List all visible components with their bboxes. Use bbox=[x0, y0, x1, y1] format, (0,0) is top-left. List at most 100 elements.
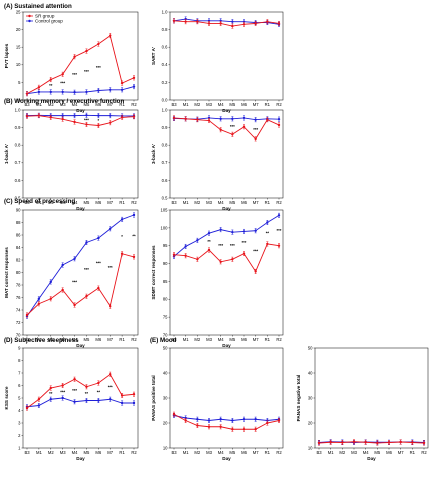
data-point-sr bbox=[132, 76, 136, 80]
data-point-sr bbox=[132, 255, 136, 259]
y-tick-label: 85 bbox=[163, 279, 168, 284]
significance-label: *** bbox=[72, 388, 77, 393]
data-point-sr bbox=[207, 119, 211, 122]
series-line-control bbox=[173, 214, 280, 257]
x-tick-label: M2 bbox=[48, 450, 54, 455]
y-tick-label: 0.9 bbox=[15, 125, 21, 130]
data-point-sr bbox=[97, 381, 100, 385]
x-tick-label: M4 bbox=[72, 102, 78, 107]
x-tick-label: M3 bbox=[60, 450, 66, 455]
y-tick-label: 40 bbox=[163, 370, 168, 375]
data-point-sr bbox=[49, 386, 52, 390]
data-point-sr bbox=[376, 441, 379, 445]
data-point-control bbox=[73, 114, 76, 117]
x-tick-label: B3 bbox=[171, 102, 177, 107]
x-tick-label: M1 bbox=[328, 450, 334, 455]
data-point-control bbox=[85, 114, 88, 117]
x-tick-label: M1 bbox=[36, 337, 42, 342]
x-tick-label: R2 bbox=[131, 450, 137, 455]
y-tick-label: 9 bbox=[18, 345, 21, 350]
y-tick-label: 30 bbox=[308, 395, 313, 400]
data-point-sr bbox=[196, 424, 199, 427]
data-point-sr bbox=[97, 42, 100, 46]
data-point-control bbox=[85, 90, 88, 94]
x-tick-label: M6 bbox=[386, 450, 392, 455]
x-tick-label: M3 bbox=[206, 450, 212, 455]
data-point-control bbox=[207, 232, 211, 235]
x-tick-label: R2 bbox=[131, 102, 137, 107]
x-tick-label: M7 bbox=[107, 337, 113, 342]
y-tick-label: 0.8 bbox=[162, 27, 168, 32]
data-point-sr bbox=[196, 118, 199, 121]
y-tick-label: 76 bbox=[16, 295, 21, 300]
section-title-e: (E) Mood bbox=[150, 337, 177, 344]
data-point-sr bbox=[109, 305, 112, 308]
data-point-sr bbox=[97, 286, 100, 290]
y-tick-label: 95 bbox=[163, 243, 168, 248]
series-line-control bbox=[26, 114, 134, 117]
x-tick-label: M6 bbox=[95, 450, 101, 455]
data-point-sr bbox=[277, 123, 281, 127]
data-point-sr bbox=[207, 425, 211, 428]
y-tick-label: 0.5 bbox=[15, 195, 21, 200]
section-title-a: (A) Sustained attention bbox=[4, 3, 72, 10]
plot-frame bbox=[22, 209, 139, 336]
y-tick-label: 20 bbox=[163, 420, 168, 425]
data-point-control bbox=[242, 116, 246, 120]
y-tick-label: 90 bbox=[16, 207, 21, 212]
data-point-sr bbox=[266, 118, 269, 121]
data-point-control bbox=[37, 404, 41, 407]
significance-label: *** bbox=[60, 389, 65, 394]
x-tick-label: M3 bbox=[206, 102, 212, 107]
chart-sdmt: 70 75 80 85 90 95 100 105 B3 M1 M2 M3 M4 M5 M6 M7 R1 R2 Da… bbox=[151, 207, 284, 348]
y-axis-label: KSS score bbox=[4, 386, 9, 409]
data-point-control bbox=[132, 213, 136, 217]
data-point-sr bbox=[172, 413, 176, 416]
y-tick-label: 82 bbox=[16, 257, 21, 262]
series-line-sr bbox=[26, 34, 135, 95]
data-point-control bbox=[49, 398, 52, 401]
x-tick-label: B3 bbox=[171, 337, 177, 342]
x-axis-label: Day bbox=[76, 108, 85, 113]
significance-label: *** bbox=[230, 124, 235, 129]
x-tick-label: M6 bbox=[95, 200, 101, 205]
x-tick-label: M2 bbox=[339, 450, 345, 455]
x-tick-label: M6 bbox=[241, 200, 247, 205]
data-point-control bbox=[73, 91, 76, 94]
x-tick-label: M6 bbox=[95, 102, 101, 107]
x-tick-label: B3 bbox=[24, 200, 30, 205]
x-tick-label: B3 bbox=[24, 450, 30, 455]
y-tick-label: 78 bbox=[16, 282, 21, 287]
y-tick-label: 5 bbox=[18, 395, 21, 400]
x-tick-label: M2 bbox=[48, 200, 54, 205]
data-point-sr bbox=[132, 115, 136, 118]
data-point-sr bbox=[184, 20, 187, 23]
data-point-control bbox=[37, 90, 41, 94]
x-axis-label: Day bbox=[222, 108, 231, 113]
y-tick-label: 7 bbox=[18, 370, 21, 375]
data-point-sr bbox=[242, 428, 246, 431]
x-tick-label: M2 bbox=[194, 102, 200, 107]
x-tick-label: B3 bbox=[171, 450, 177, 455]
data-point-control bbox=[242, 418, 246, 421]
data-point-control bbox=[231, 20, 234, 23]
data-point-sr bbox=[97, 124, 100, 127]
data-point-sr bbox=[184, 419, 187, 422]
x-tick-label: M1 bbox=[36, 450, 42, 455]
y-tick-label: 20 bbox=[308, 420, 313, 425]
data-point-sr bbox=[231, 133, 234, 136]
data-point-sr bbox=[85, 295, 88, 298]
data-point-control bbox=[109, 398, 112, 401]
x-tick-label: B3 bbox=[24, 102, 30, 107]
data-point-control bbox=[242, 230, 246, 233]
data-point-sr bbox=[37, 114, 41, 117]
x-tick-label: M7 bbox=[107, 200, 113, 205]
y-axis-label: PVT lapses bbox=[4, 43, 9, 68]
data-point-control bbox=[85, 241, 88, 244]
x-tick-label: M5 bbox=[229, 102, 235, 107]
data-point-sr bbox=[73, 378, 76, 381]
y-tick-label: 84 bbox=[16, 245, 21, 250]
y-tick-label: 72 bbox=[16, 320, 21, 325]
y-tick-label: 0.6 bbox=[162, 45, 168, 50]
